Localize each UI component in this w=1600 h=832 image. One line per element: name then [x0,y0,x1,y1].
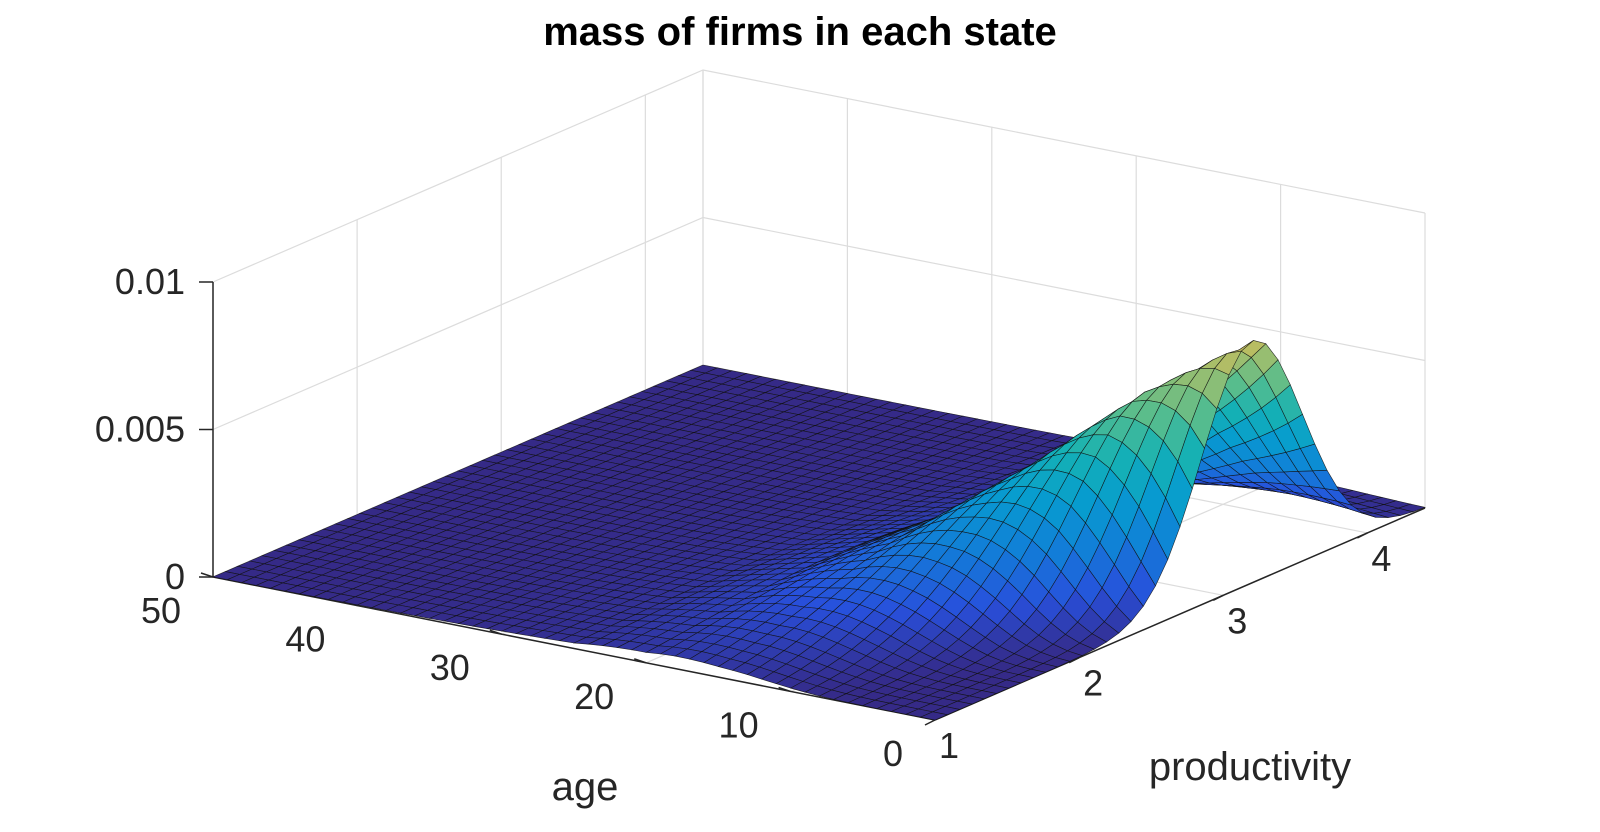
productivity-tick-label: 4 [1371,538,1391,579]
age-tick-label: 30 [430,647,470,688]
productivity-tick [1212,594,1224,601]
z-tick-label: 0.01 [115,261,185,302]
age-tick-label: 20 [574,676,614,717]
age-tick [778,686,791,693]
age-tick-label: 50 [141,590,181,631]
productivity-tick-label: 3 [1227,600,1247,641]
productivity-tick-label: 1 [939,725,959,766]
age-tick [633,658,647,664]
gridline-z [212,69,1426,283]
productivity-axis-label: productivity [1149,745,1351,789]
chart-title: mass of firms in each state [543,10,1057,54]
age-axis-label: age [552,765,619,809]
z-tick-label: 0.005 [95,409,185,450]
age-tick [489,629,503,635]
age-tick-label: 10 [719,704,759,745]
z-tick-label: 0 [165,556,185,597]
age-tick-label: 0 [883,733,903,774]
productivity-tick [924,719,936,726]
gridline-z [212,216,1426,431]
surface-patch [919,711,949,721]
productivity-tick [1068,656,1080,664]
age-axis-line [212,576,936,721]
surface-layer [211,340,1427,721]
productivity-tick-label: 2 [1083,663,1103,704]
age-tick-label: 40 [285,619,325,660]
productivity-tick [1357,532,1368,539]
